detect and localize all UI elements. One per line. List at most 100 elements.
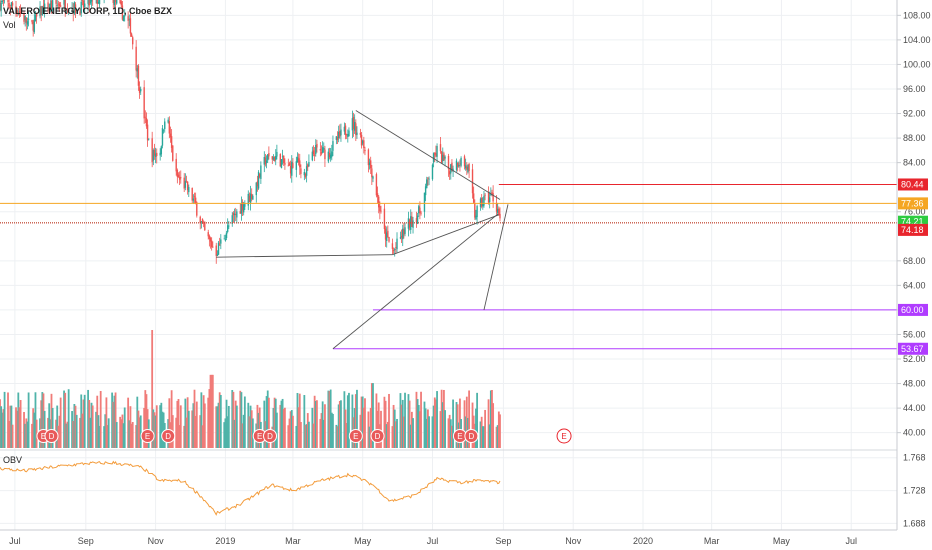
price-badge-text: 53.67: [901, 344, 924, 354]
volume-bar: [51, 407, 54, 448]
volume-bar: [360, 396, 363, 448]
candle-body: [368, 162, 371, 165]
candle-body: [224, 238, 227, 241]
volume-bar: [99, 390, 102, 448]
candle-body: [460, 157, 462, 166]
volume-bar: [231, 390, 234, 448]
candle-body: [2, 0, 5, 1]
volume-bar: [215, 406, 218, 448]
volume-bar: [115, 422, 118, 448]
candle-body: [252, 195, 254, 200]
candle-body: [367, 149, 370, 166]
volume-bar: [451, 425, 453, 448]
volume-bar: [41, 392, 44, 448]
event-circle: [140, 429, 155, 443]
candle-body: [223, 238, 225, 240]
candle-body: [33, 19, 36, 32]
volume-bar: [256, 404, 259, 448]
candle-body: [320, 152, 323, 154]
candle-body: [66, 10, 69, 13]
candle-body: [264, 157, 267, 165]
candle-body: [185, 180, 188, 182]
volume-bar: [72, 421, 75, 448]
volume-bar: [351, 394, 354, 448]
volume-bar: [170, 390, 173, 448]
volume-bar: [11, 424, 14, 448]
candle-body: [304, 173, 307, 177]
volume-bar: [290, 410, 293, 448]
volume-bar: [404, 392, 406, 448]
candle-body: [456, 162, 459, 167]
volume-bar: [95, 411, 98, 448]
volume-bar: [65, 423, 68, 448]
candle-body: [273, 157, 276, 162]
candle-body: [335, 136, 338, 140]
candle-body: [15, 6, 17, 10]
obv-line: [0, 460, 501, 516]
candle-body: [25, 17, 28, 23]
candle-body: [208, 235, 211, 240]
volume-bar: [131, 422, 134, 448]
candle-body: [220, 239, 222, 244]
candle-body: [225, 232, 228, 238]
candle-body: [137, 65, 140, 86]
volume-bar: [195, 401, 198, 448]
volume-bar: [225, 399, 228, 448]
volume-bar: [79, 417, 81, 448]
trendlines[interactable]: [216, 110, 509, 350]
volume-bar: [314, 400, 317, 448]
volume-bar: [98, 425, 101, 448]
candle-body: [361, 140, 364, 144]
volume-bar: [420, 391, 422, 448]
volume-bar: [369, 407, 372, 448]
candle-body: [57, 3, 60, 5]
volume-bar: [282, 408, 285, 448]
volume-bar: [203, 403, 206, 448]
volume-bar: [354, 394, 357, 448]
volume-bar: [435, 399, 437, 448]
obv-tick-label: 1.728: [903, 486, 926, 496]
trendline: [392, 214, 499, 256]
candle-body: [35, 12, 38, 17]
volume-bar: [208, 389, 211, 448]
candle-body: [267, 154, 269, 161]
candle-body: [63, 0, 65, 5]
horizontal-levels[interactable]: [0, 183, 897, 350]
candle-body: [144, 116, 147, 118]
candle-body: [160, 146, 163, 155]
volume-bar: [449, 419, 452, 448]
volume-bar: [328, 391, 331, 448]
volume-bar: [394, 421, 397, 448]
candle-body: [172, 145, 174, 161]
candle-body: [308, 161, 310, 167]
candle-body: [209, 237, 212, 242]
candle-body: [196, 202, 198, 216]
volume-bar: [316, 400, 318, 448]
candle-body: [428, 178, 430, 180]
candle-body: [435, 153, 437, 157]
volume-bar: [409, 424, 412, 448]
candle-body: [226, 225, 229, 232]
candle-body: [371, 168, 373, 178]
volume-bar: [298, 393, 301, 448]
candle-body: [343, 126, 346, 132]
time-tick-label: Jul: [845, 536, 857, 546]
candle-body: [328, 152, 331, 158]
trendline: [216, 254, 393, 258]
volume-bar: [34, 392, 37, 448]
volume-bar: [432, 405, 435, 448]
candle-body: [75, 9, 78, 11]
volume-bar: [279, 404, 282, 448]
volume-bar: [263, 400, 266, 448]
volume-bar: [481, 426, 484, 448]
volume-bar: [258, 407, 261, 448]
price-badge-53.67: [898, 342, 928, 355]
volume-bar: [297, 407, 300, 448]
volume-bar: [23, 411, 25, 448]
candle-body: [463, 156, 466, 167]
volume-bar: [105, 397, 108, 448]
candle-body: [407, 218, 410, 229]
price-tick-label: 64.00: [903, 280, 926, 290]
